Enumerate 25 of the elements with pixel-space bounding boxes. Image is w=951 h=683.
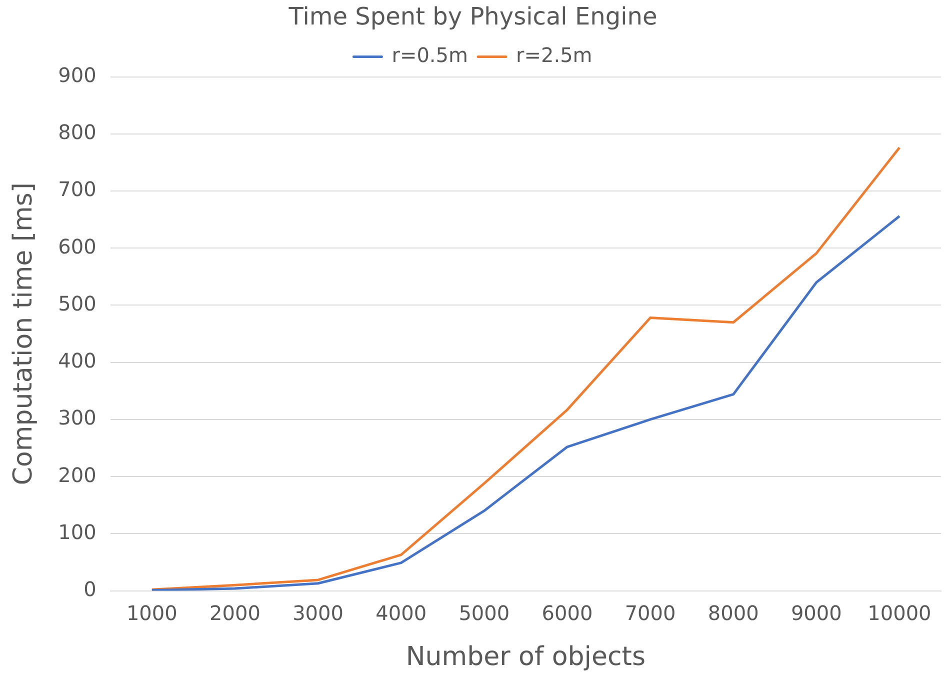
x-tick-label: 2000 [210, 601, 260, 626]
x-tick-label: 3000 [292, 601, 344, 626]
y-tick-label: 200 [58, 462, 96, 487]
legend-label: r=0.5m [392, 43, 468, 68]
y-tick-label: 300 [58, 406, 96, 430]
y-tick-label: 700 [58, 177, 96, 202]
x-tick-label: 4000 [376, 601, 427, 626]
y-tick-label: 800 [58, 120, 96, 144]
y-tick-label: 600 [58, 234, 96, 258]
x-tick-label: 10000 [868, 601, 932, 626]
legend-label: r=2.5m [516, 43, 592, 68]
y-tick-label: 400 [58, 348, 96, 373]
y-tick-label: 0 [84, 577, 96, 602]
x-tick-label: 7000 [624, 601, 676, 626]
chart-title: Time Spent by Physical Engine [288, 2, 658, 31]
y-axis-title: Computation time [ms] [8, 182, 38, 486]
x-tick-label: 1000 [126, 601, 178, 626]
x-axis-title: Number of objects [406, 642, 646, 672]
y-tick-label: 900 [58, 63, 96, 88]
x-tick-label: 9000 [790, 601, 842, 626]
x-tick-label: 8000 [708, 601, 759, 626]
y-tick-label: 100 [58, 520, 96, 544]
x-tick-label: 5000 [458, 601, 510, 626]
y-tick-label: 500 [58, 291, 96, 316]
x-tick-label: 6000 [542, 601, 593, 626]
